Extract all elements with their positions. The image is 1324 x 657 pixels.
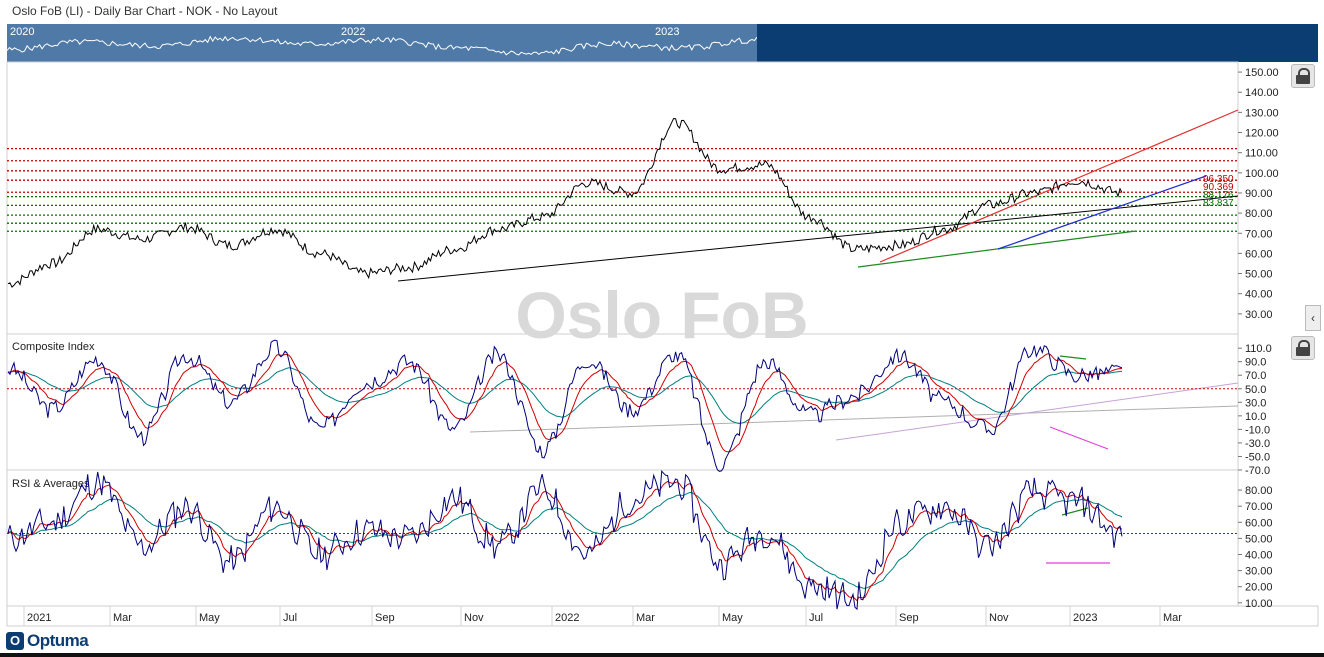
x-axis: 2021 Mar May Jul Sep Nov 2022 Mar May Jul Sep Nov 20… [23, 606, 1182, 626]
composite-divergence-top [1059, 355, 1087, 360]
price-y-axis: 150.00 140.00 130.00 120.00 110.00 100.00 90.0… [1238, 67, 1279, 321]
composite-tick-label: -10.0 [1245, 424, 1270, 436]
bottom-border [0, 653, 1324, 657]
composite-violet-trendline [835, 382, 1239, 441]
price-tick-label: 140.00 [1245, 87, 1279, 99]
price-tick-label: 150.00 [1245, 67, 1279, 79]
x-tick-label: Mar [1163, 612, 1182, 624]
x-tick-label: 2023 [1073, 612, 1097, 624]
price-trendlines [397, 109, 1239, 282]
price-series-line [7, 117, 1123, 288]
rsi-tick-label: 40.00 [1245, 549, 1273, 561]
composite-slow-average [7, 367, 1123, 425]
composite-tick-label: 30.0 [1245, 397, 1266, 409]
navigator-year-2023: 2023 [655, 26, 680, 38]
optuma-logo-mark: O [6, 632, 24, 650]
watermark: Oslo FoB [515, 278, 808, 352]
composite-tick-label: 70.0 [1245, 370, 1266, 382]
composite-panel-title: Composite Index [12, 341, 95, 353]
composite-tick-label: 90.0 [1245, 357, 1266, 369]
composite-tick-label: 110.0 [1245, 343, 1272, 355]
long-term-support-trendline [397, 195, 1239, 282]
composite-fast-average [7, 353, 1123, 453]
price-tick-label: 100.00 [1245, 168, 1279, 180]
rsi-tick-label: 80.00 [1245, 485, 1273, 497]
composite-lock-icon[interactable] [1291, 336, 1315, 360]
price-tick-label: 90.00 [1245, 188, 1273, 200]
composite-grey-trendline [469, 405, 1239, 433]
price-tick-label: 40.00 [1245, 289, 1273, 301]
level-label: 83.837 [1203, 198, 1234, 209]
x-tick-label: Jul [809, 612, 823, 624]
rsi-fast-average [7, 480, 1123, 602]
rsi-y-axis: 80.00 70.00 60.00 50.00 40.00 30.00 20.00 10.00 [1238, 485, 1273, 610]
composite-divergence-bottom [1049, 426, 1109, 450]
x-tick-label: Nov [989, 612, 1009, 624]
level-label: 90.369 [1203, 182, 1234, 193]
x-tick-label: Mar [636, 612, 655, 624]
optuma-logo: O Optuma [6, 630, 89, 652]
level-label: 88.176 [1203, 190, 1234, 201]
rsi-tick-label: 10.00 [1245, 598, 1273, 610]
price-tick-label: 130.00 [1245, 107, 1279, 119]
x-tick-label: Sep [375, 612, 395, 624]
rsi-tick-label: 20.00 [1245, 582, 1273, 594]
x-axis-frame [6, 605, 1319, 627]
x-tick-label: May [199, 612, 220, 624]
collapse-panel-button[interactable]: ‹ [1305, 305, 1321, 331]
rsi-tick-label: 70.00 [1245, 501, 1273, 513]
channel-mid-trendline [997, 175, 1207, 250]
composite-panel-frame [6, 333, 1239, 471]
composite-tick-label: 50.0 [1245, 384, 1266, 396]
x-tick-label: Nov [464, 612, 484, 624]
price-tick-label: 60.00 [1245, 248, 1273, 260]
x-tick-label: Jul [283, 612, 297, 624]
rsi-panel-frame [6, 469, 1239, 607]
x-tick-label: Mar [113, 612, 132, 624]
x-tick-label: 2022 [555, 612, 579, 624]
composite-tick-label: -30.0 [1245, 438, 1270, 450]
x-tick-label: May [722, 612, 743, 624]
channel-support-trendline [857, 230, 1137, 268]
price-tick-label: 30.00 [1245, 309, 1273, 321]
optuma-logo-text: Optuma [27, 631, 89, 650]
price-tick-label: 70.00 [1245, 228, 1273, 240]
navigator-window[interactable]: 2020 2022 2023 [7, 24, 757, 62]
x-tick-label: 2021 [27, 612, 51, 624]
price-tick-label: 50.00 [1245, 269, 1273, 281]
rsi-panel-title: RSI & Averages [12, 478, 90, 490]
price-tick-label: 110.00 [1245, 148, 1278, 160]
navigator-year-2020: 2020 [10, 26, 35, 38]
time-navigator[interactable]: 2020 2022 2023 [7, 24, 1318, 62]
composite-y-axis: 110.0 90.070.0 50.030.0 10.0-10.0 -30.0-50.0… [1238, 343, 1272, 477]
price-lock-icon[interactable] [1291, 64, 1315, 88]
navigator-sparkline [7, 35, 757, 56]
rsi-tick-label: 50.00 [1245, 533, 1273, 545]
rsi-line [7, 470, 1123, 611]
rsi-tick-label: 60.00 [1245, 517, 1273, 529]
rsi-tick-label: 30.00 [1245, 566, 1273, 578]
rsi-slow-average [7, 491, 1123, 589]
x-tick-label: Sep [899, 612, 919, 624]
resistance-trendline [879, 109, 1239, 263]
price-tick-label: 120.00 [1245, 128, 1279, 140]
composite-tick-label: -50.0 [1245, 451, 1270, 463]
composite-tick-label: -70.0 [1245, 465, 1270, 477]
level-label: 96.350 [1203, 174, 1234, 185]
price-tick-label: 80.00 [1245, 208, 1273, 220]
composite-tick-label: 10.0 [1245, 411, 1266, 423]
chart-title: Oslo FoB (LI) - Daily Bar Chart - NOK - … [12, 4, 278, 18]
composite-index-line [7, 339, 1123, 472]
rsi-trendlines [1046, 507, 1110, 564]
composite-trendlines [469, 355, 1239, 450]
navigator-year-2022: 2022 [341, 26, 366, 38]
